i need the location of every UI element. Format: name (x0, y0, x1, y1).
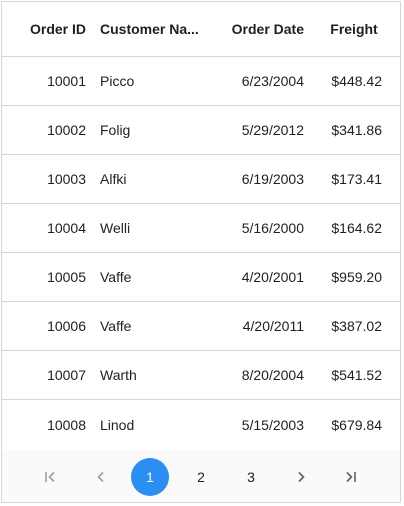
cell-customer-name: Vaffe (100, 318, 132, 334)
cell-order-id: 10005 (47, 269, 86, 285)
cell-customer-name: Vaffe (100, 269, 132, 285)
cell-order-date: 5/16/2000 (241, 220, 304, 236)
cell-customer-name: Folig (100, 122, 131, 138)
table-row[interactable]: 10007 Warth 8/20/2004 $541.52 (2, 351, 400, 400)
cell-order-id: 10004 (47, 220, 86, 236)
grid-header: Order ID Customer Na... Order Date Freig… (2, 2, 400, 57)
cell-freight: $173.41 (331, 171, 382, 187)
table-row[interactable]: 10008 Linod 5/15/2003 $679.84 (2, 400, 400, 449)
first-page-icon (44, 471, 58, 483)
cell-customer-name: Alfki (100, 171, 127, 187)
page-button-2[interactable]: 2 (197, 469, 205, 485)
cell-freight: $387.02 (331, 318, 382, 334)
cell-customer-name: Warth (100, 367, 137, 383)
next-page-button[interactable] (282, 458, 320, 496)
cell-freight: $448.42 (331, 73, 382, 89)
cell-order-id: 10001 (47, 73, 86, 89)
first-page-button[interactable] (32, 458, 70, 496)
cell-order-date: 6/19/2003 (241, 171, 304, 187)
column-header-order-date[interactable]: Order Date (231, 21, 304, 37)
cell-order-date: 4/20/2011 (242, 318, 304, 334)
column-header-order-id[interactable]: Order ID (29, 21, 86, 37)
cell-order-date: 5/29/2012 (241, 122, 304, 138)
chevron-right-icon (296, 471, 306, 483)
column-header-customer-name[interactable]: Customer Na... (100, 21, 199, 37)
table-row[interactable]: 10001 Picco 6/23/2004 $448.42 (2, 57, 400, 106)
cell-freight: $341.86 (331, 122, 382, 138)
table-row[interactable]: 10005 Vaffe 4/20/2001 $959.20 (2, 253, 400, 302)
cell-freight: $164.62 (331, 220, 382, 236)
chevron-left-icon (96, 471, 106, 483)
cell-customer-name: Welli (100, 220, 131, 236)
table-row[interactable]: 10004 Welli 5/16/2000 $164.62 (2, 204, 400, 253)
cell-order-date: 6/23/2004 (241, 73, 304, 89)
table-row[interactable]: 10006 Vaffe 4/20/2011 $387.02 (2, 302, 400, 351)
column-header-freight[interactable]: Freight (330, 21, 378, 37)
page-button-1[interactable]: 1 (131, 458, 169, 496)
table-row[interactable]: 10003 Alfki 6/19/2003 $173.41 (2, 155, 400, 204)
cell-customer-name: Picco (100, 73, 135, 89)
cell-order-date: 5/15/2003 (241, 416, 304, 433)
cell-order-id: 10006 (47, 318, 86, 334)
page-button-3[interactable]: 3 (247, 469, 255, 485)
cell-customer-name: Linod (100, 416, 135, 433)
cell-order-date: 8/20/2004 (241, 367, 304, 383)
cell-order-id: 10008 (47, 416, 86, 433)
cell-order-id: 10003 (47, 171, 86, 187)
cell-order-date: 4/20/2001 (241, 269, 304, 285)
cell-freight: $959.20 (331, 269, 382, 285)
cell-order-id: 10007 (47, 367, 86, 383)
pager: 1 2 3 (2, 450, 400, 502)
cell-freight: $679.84 (331, 416, 382, 433)
last-page-icon (343, 471, 357, 483)
previous-page-button[interactable] (82, 458, 120, 496)
last-page-button[interactable] (331, 458, 369, 496)
cell-order-id: 10002 (47, 122, 86, 138)
cell-freight: $541.52 (331, 367, 382, 383)
table-row[interactable]: 10002 Folig 5/29/2012 $341.86 (2, 106, 400, 155)
